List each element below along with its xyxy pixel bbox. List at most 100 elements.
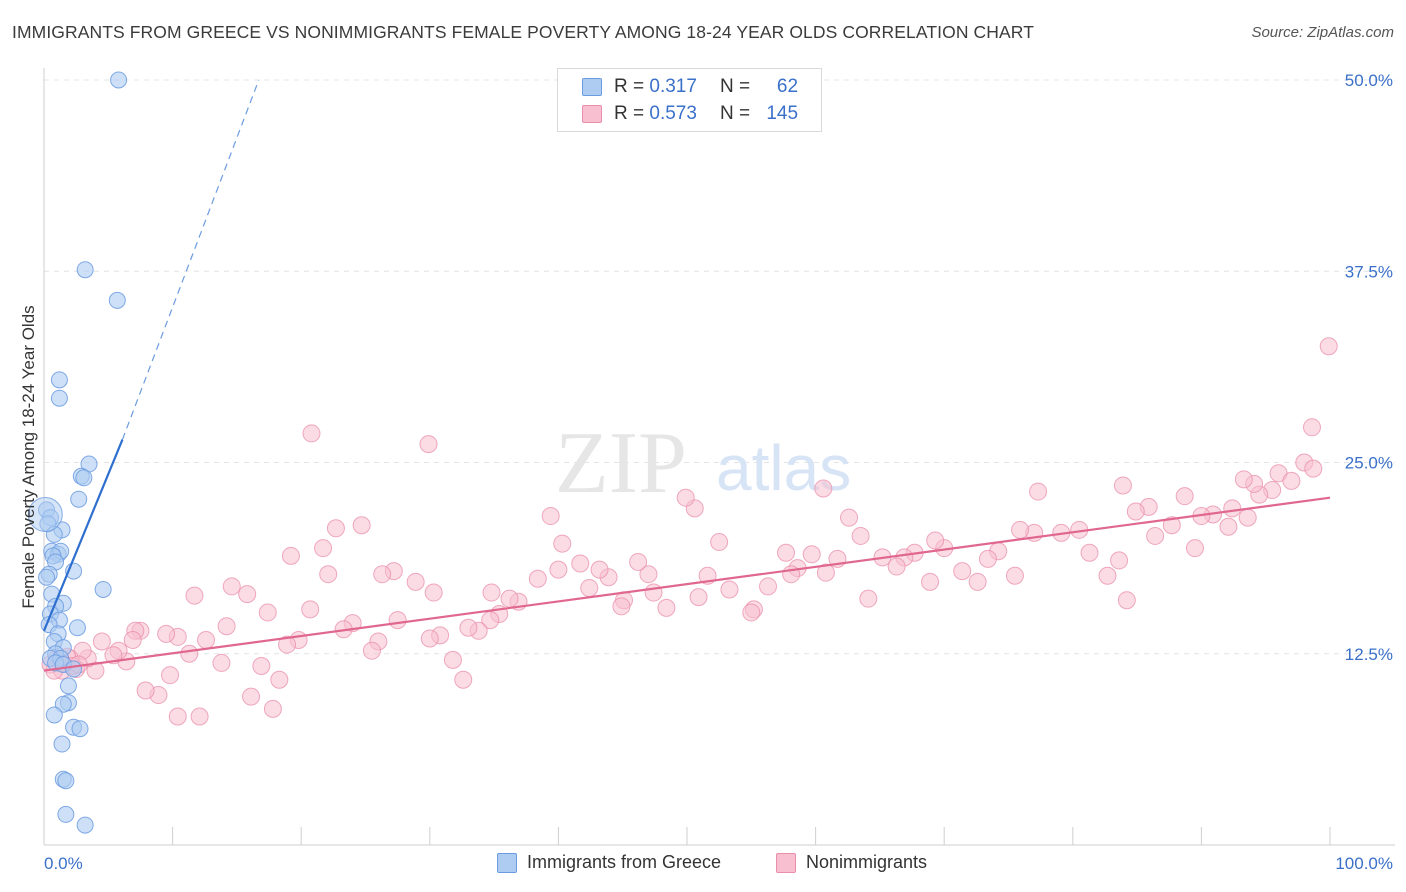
data-point-greece: [75, 469, 93, 487]
data-point-nonimmigrants: [388, 611, 407, 630]
data-point-nonimmigrants: [252, 656, 271, 675]
data-point-nonimmigrants: [676, 488, 695, 507]
x-tick-label: 100.0%: [1335, 854, 1393, 873]
data-point-nonimmigrants: [1117, 591, 1136, 610]
data-point-nonimmigrants: [710, 533, 729, 552]
data-point-nonimmigrants: [1282, 471, 1301, 490]
data-point-nonimmigrants: [104, 646, 123, 665]
bottom-legend-nonimmigrants: Nonimmigrants: [776, 852, 927, 873]
legend-row-greece: R = 0.317 N = 62: [582, 75, 798, 99]
data-point-nonimmigrants: [500, 589, 519, 608]
data-point-nonimmigrants: [212, 653, 231, 672]
data-point-greece: [27, 497, 63, 533]
legend-n-label: N =: [719, 103, 751, 124]
data-point-nonimmigrants: [549, 560, 568, 579]
data-point-nonimmigrants: [419, 435, 438, 454]
data-point-nonimmigrants: [281, 546, 300, 565]
chart-title: IMMIGRANTS FROM GREECE VS NONIMMIGRANTS …: [12, 22, 1034, 42]
data-point-nonimmigrants: [840, 508, 859, 527]
bottom-legend-label-nonimmigrants: Nonimmigrants: [806, 852, 928, 872]
data-point-nonimmigrants: [657, 598, 676, 617]
data-point-nonimmigrants: [1126, 502, 1145, 521]
data-point-nonimmigrants: [258, 603, 277, 622]
data-point-nonimmigrants: [814, 479, 833, 498]
data-point-nonimmigrants: [278, 635, 297, 654]
legend-box: R = 0.317 N = 62 R = 0.573 N = 145: [557, 68, 822, 132]
data-point-greece: [76, 261, 94, 279]
data-point-greece: [68, 619, 86, 637]
data-point-nonimmigrants: [590, 560, 609, 579]
data-point-greece: [38, 568, 56, 586]
data-point-nonimmigrants: [1304, 459, 1323, 478]
data-point-nonimmigrants: [1146, 526, 1165, 545]
data-point-greece: [57, 772, 75, 790]
data-point-nonimmigrants: [1302, 418, 1321, 437]
legend-n-label: N =: [719, 76, 751, 97]
data-point-nonimmigrants: [420, 629, 439, 648]
data-point-nonimmigrants: [190, 707, 209, 726]
data-point-nonimmigrants: [580, 578, 599, 597]
data-point-nonimmigrants: [759, 577, 778, 596]
data-point-nonimmigrants: [222, 577, 241, 596]
data-point-nonimmigrants: [1185, 539, 1204, 558]
data-point-nonimmigrants: [1098, 566, 1117, 585]
data-point-greece: [45, 706, 63, 724]
data-point-nonimmigrants: [319, 565, 338, 584]
data-point-nonimmigrants: [978, 549, 997, 568]
data-point-nonimmigrants: [454, 670, 473, 689]
data-point-nonimmigrants: [242, 687, 261, 706]
legend-swatch-greece: [582, 78, 602, 96]
data-point-nonimmigrants: [238, 585, 257, 604]
data-point-nonimmigrants: [639, 565, 658, 584]
data-point-nonimmigrants: [326, 519, 345, 538]
data-point-nonimmigrants: [528, 569, 547, 588]
data-point-nonimmigrants: [1238, 508, 1257, 527]
data-point-nonimmigrants: [859, 589, 878, 608]
source-label: Source: ZipAtlas.com: [1251, 24, 1394, 41]
data-point-nonimmigrants: [1319, 337, 1338, 356]
x-tick-label: 0.0%: [44, 854, 83, 873]
data-point-nonimmigrants: [301, 600, 320, 619]
y-tick-label: 50.0%: [1345, 71, 1393, 90]
data-point-nonimmigrants: [1234, 470, 1253, 489]
data-point-nonimmigrants: [689, 588, 708, 607]
bottom-legend-greece: Immigrants from Greece: [497, 852, 721, 873]
data-point-nonimmigrants: [802, 545, 821, 564]
data-point-nonimmigrants: [185, 586, 204, 605]
data-point-nonimmigrants: [1175, 487, 1194, 506]
data-point-greece: [53, 735, 71, 753]
legend-r-label: R =: [614, 76, 645, 97]
data-point-nonimmigrants: [157, 624, 176, 643]
legend-n-value: 145: [766, 103, 799, 124]
data-point-nonimmigrants: [1110, 551, 1129, 570]
y-tick-label: 37.5%: [1345, 262, 1393, 281]
data-point-nonimmigrants: [571, 554, 590, 573]
data-point-nonimmigrants: [302, 424, 321, 443]
data-point-greece: [65, 660, 83, 678]
legend-row-nonimmigrants: R = 0.573 N = 145: [582, 102, 798, 126]
data-point-greece: [108, 291, 126, 309]
data-point-nonimmigrants: [926, 531, 945, 550]
data-point-nonimmigrants: [197, 630, 216, 649]
legend-r-label: R =: [614, 103, 645, 124]
data-point-nonimmigrants: [851, 526, 870, 545]
watermark: ZIP atlas: [555, 415, 851, 512]
data-point-nonimmigrants: [1113, 476, 1132, 495]
series-nonimmigrants-points: [41, 337, 1338, 726]
data-point-nonimmigrants: [816, 563, 835, 582]
data-point-nonimmigrants: [314, 539, 333, 558]
data-point-nonimmigrants: [168, 707, 187, 726]
data-point-nonimmigrants: [1005, 566, 1024, 585]
data-point-nonimmigrants: [1223, 499, 1242, 518]
tick-labels: 12.5% 25.0% 37.5% 50.0% 0.0% 100.0%: [44, 71, 1393, 873]
data-point-greece: [50, 371, 68, 389]
bottom-legend-swatch-nonimmigrants: [776, 852, 796, 873]
data-point-nonimmigrants: [921, 572, 940, 591]
data-point-nonimmigrants: [459, 618, 478, 637]
data-point-nonimmigrants: [263, 699, 282, 718]
legend-r-value: 0.317: [649, 76, 697, 97]
legend-r-value: 0.573: [649, 103, 697, 124]
data-point-nonimmigrants: [136, 681, 155, 700]
grid-lines: [44, 79, 1395, 655]
